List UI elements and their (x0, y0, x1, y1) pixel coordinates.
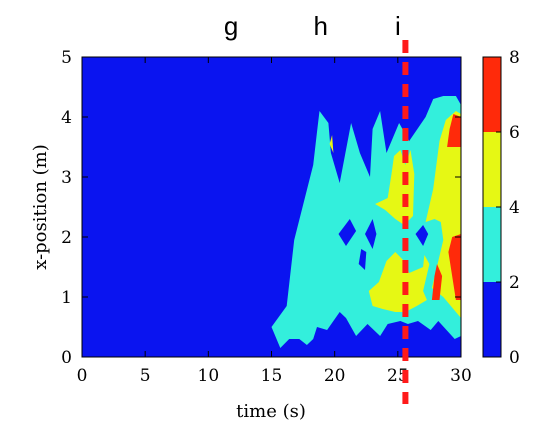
contour-region-6-8-11 (431, 264, 443, 300)
y-axis: 0 1 2 3 4 5 (61, 48, 461, 368)
colorbar-band-0-2 (483, 282, 501, 357)
top-labels: g h i (224, 11, 401, 41)
contour-region-6-8-10 (448, 234, 461, 300)
top-label-i: i (395, 11, 401, 41)
x-tick-label: 5 (140, 366, 151, 386)
top-label-h: h (314, 11, 328, 41)
contour-region-6-8-9 (447, 114, 461, 147)
y-tick-label: 5 (61, 48, 72, 68)
colorbar: 0 2 4 6 8 (482, 48, 520, 368)
contour-region-0-2-2 (365, 219, 377, 249)
colorbar-tick-label: 4 (509, 198, 520, 218)
x-tick-label: 10 (198, 366, 220, 386)
colorbar-tick-label: 6 (509, 123, 520, 143)
colorbar-band-4-6 (483, 132, 501, 207)
y-tick-label: 4 (61, 108, 72, 128)
y-tick-label: 3 (61, 168, 72, 188)
colorbar-band-2-4 (483, 207, 501, 282)
contour-region-4-6-7 (368, 252, 430, 312)
y-axis-label: x-position (m) (30, 144, 51, 270)
x-axis: 0 5 10 15 20 25 30 (77, 57, 472, 386)
x-tick-label: 0 (77, 366, 88, 386)
colorbar-band-6-8 (483, 57, 501, 132)
y-tick-label: 0 (61, 348, 72, 368)
contour-region-0-2-4 (358, 249, 367, 270)
colorbar-tick-label: 0 (509, 348, 520, 368)
y-tick-label: 2 (61, 228, 72, 248)
x-axis-label: time (s) (236, 401, 306, 422)
y-tick-label: 1 (61, 288, 72, 308)
contour-region-4-6-5 (329, 135, 334, 153)
x-tick-label: 20 (324, 366, 346, 386)
x-tick-label: 15 (261, 366, 283, 386)
colorbar-tick-label: 8 (509, 48, 520, 68)
contour-region-0-2-3 (415, 225, 429, 246)
x-tick-label: 30 (450, 366, 472, 386)
colorbar-tick-label: 2 (509, 273, 520, 293)
contour-region-0-2-1 (338, 219, 357, 246)
top-label-g: g (224, 11, 238, 41)
contour-regions (271, 96, 461, 348)
